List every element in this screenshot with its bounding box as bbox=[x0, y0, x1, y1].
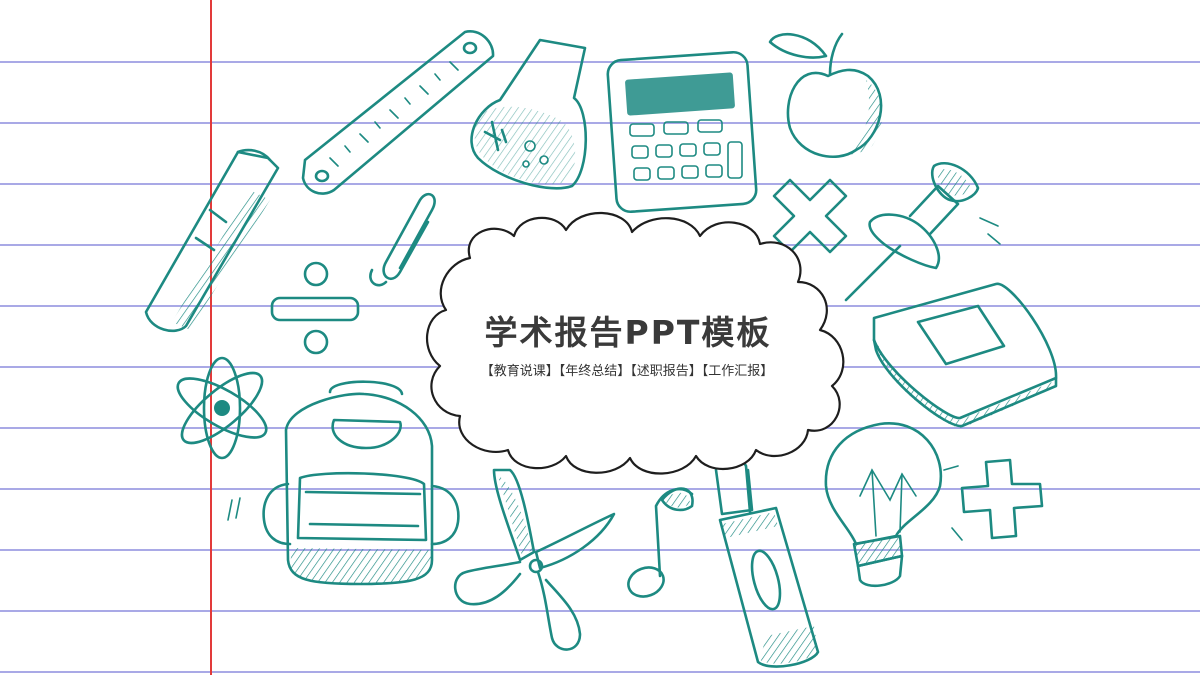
atom-icon bbox=[176, 356, 268, 460]
book-icon bbox=[872, 282, 1058, 428]
flask-icon bbox=[470, 38, 588, 190]
multiply-icon bbox=[772, 178, 848, 254]
ruler-icon bbox=[301, 30, 495, 195]
backpack-icon bbox=[227, 380, 460, 586]
scissors-icon bbox=[453, 468, 616, 651]
margin-line bbox=[210, 0, 212, 675]
music-note-icon bbox=[627, 487, 694, 598]
calculator-icon bbox=[606, 50, 758, 214]
slide-title: 学术报告PPT模板 bbox=[484, 313, 772, 352]
cloud-title-frame bbox=[426, 211, 845, 475]
pencil-icon bbox=[144, 148, 280, 333]
pushpin-icon bbox=[844, 161, 1001, 302]
paperclip-icon bbox=[369, 192, 436, 287]
divide-icon bbox=[270, 261, 360, 355]
apple-icon bbox=[768, 32, 883, 159]
lightbulb-icon bbox=[824, 422, 963, 588]
crayon-icon bbox=[714, 454, 820, 668]
plus-icon bbox=[960, 458, 1044, 540]
slide-subtitle: 【教育说课】【年终总结】【述职报告】【工作汇报】 bbox=[480, 364, 774, 379]
